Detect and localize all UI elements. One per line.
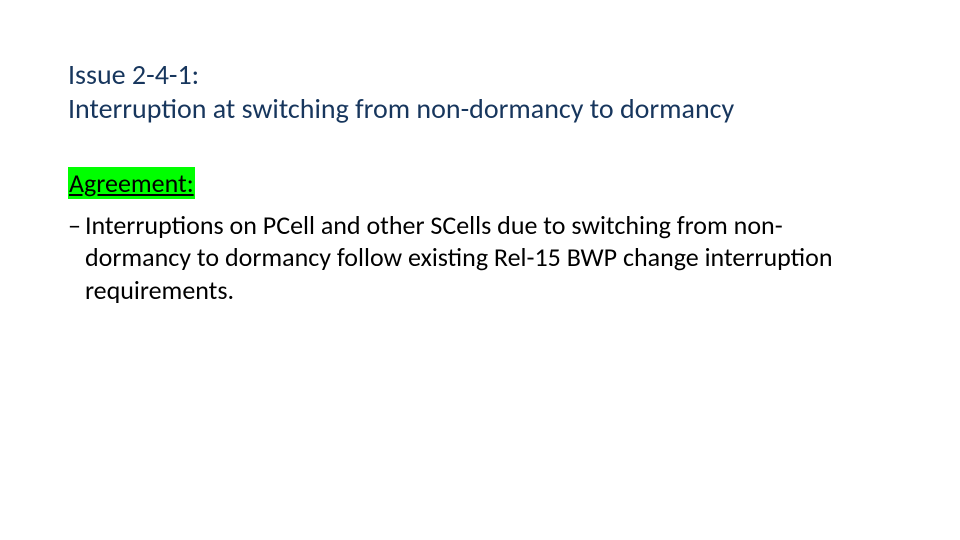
bullet-dash: – [68,209,85,242]
issue-subtitle: Interruption at switching from non-dorma… [68,92,892,126]
slide-container: Issue 2-4-1: Interruption at switching f… [0,0,960,306]
bullet-text: Interruptions on PCell and other SCells … [85,209,885,307]
issue-number: Issue 2-4-1: [68,58,892,92]
agreement-section: Agreement: – Interruptions on PCell and … [68,167,892,306]
bullet-item: – Interruptions on PCell and other SCell… [68,209,892,307]
title-block: Issue 2-4-1: Interruption at switching f… [68,58,892,125]
agreement-label: Agreement: [68,167,195,199]
